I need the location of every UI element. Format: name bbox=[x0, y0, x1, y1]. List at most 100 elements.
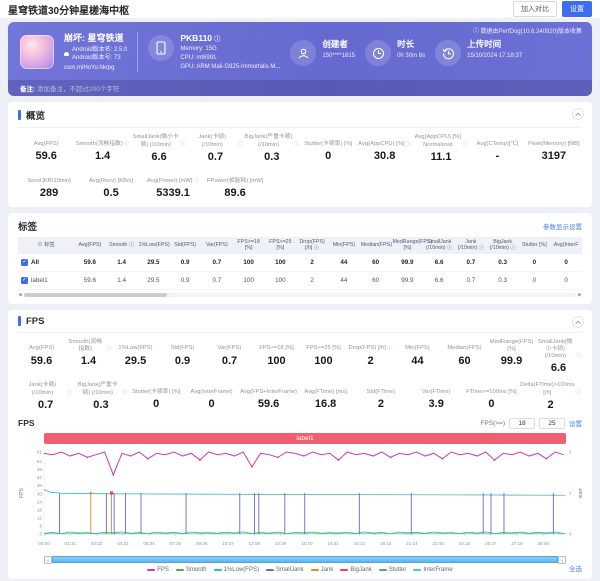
metric-value: 44 bbox=[411, 354, 424, 367]
table-settings-icon[interactable]: ⚙ bbox=[37, 241, 43, 248]
collect-version-note: ⓘ 数据由PerfDog(10.6.240920)版本收集 bbox=[472, 29, 582, 35]
table-cell: 0 bbox=[550, 253, 582, 272]
zoom-window[interactable] bbox=[52, 556, 558, 564]
metric-value: 5339.1 bbox=[156, 186, 190, 199]
section-accent-bar bbox=[18, 316, 21, 327]
metric-label: Avg(InterFrame) bbox=[190, 389, 233, 396]
table-cell: 0.9 bbox=[169, 253, 201, 272]
clock-icon bbox=[365, 40, 392, 67]
legend-label: InterFrame bbox=[423, 566, 453, 573]
info-icon[interactable]: ⓘ bbox=[575, 389, 582, 396]
duration-value: 0h 30m 8s bbox=[397, 53, 426, 60]
package-name: com.miHoYo.hkrpg bbox=[64, 65, 115, 72]
table-row[interactable]: ✓ All 59.6 1.4 29.5 0.9 0.7 100 100 2 44 60 99.9 6.6 0… bbox=[18, 253, 582, 272]
metric: Avg(InterFrame) 0 bbox=[184, 380, 239, 412]
scroll-left-arrow[interactable]: ◀ bbox=[18, 291, 22, 298]
metric-value: 11.1 bbox=[430, 150, 452, 163]
metric-label: Peak(Memory) [MB] bbox=[528, 141, 580, 148]
info-icon[interactable]: ⓘ bbox=[293, 142, 300, 149]
legend-select-all-link[interactable]: 全选 bbox=[569, 565, 582, 573]
chevron-up-icon bbox=[575, 113, 581, 119]
legend-item-1-low-fps-[interactable]: 1%Low(FPS) bbox=[213, 567, 259, 573]
device-info-icon[interactable]: ⓘ bbox=[214, 36, 221, 43]
info-icon[interactable]: ⓘ bbox=[122, 389, 128, 396]
tag-checkbox[interactable]: ✓ bbox=[21, 276, 28, 284]
tag-checkbox[interactable]: ✓ bbox=[21, 258, 28, 266]
svg-text:06:04: 06:04 bbox=[143, 541, 155, 546]
note-placeholder: 添加备注，不超过200个字符 bbox=[36, 86, 120, 94]
metric-value: 2 bbox=[547, 398, 554, 411]
overview-card: 概览 Avg(FPS) 59.6 Smooth(流畅指数) ⓘ 1.4 SmallJank… bbox=[8, 102, 592, 207]
legend-item-smalljank[interactable]: SmallJank bbox=[265, 567, 304, 573]
metric-label: Avg(FPS+InterFrame) bbox=[240, 389, 297, 396]
info-icon[interactable]: ⓘ bbox=[575, 353, 581, 360]
metric: Stutter(卡顿率) [%] 0 bbox=[129, 380, 184, 412]
svg-text:09:06: 09:06 bbox=[196, 541, 208, 546]
metric-label: BigJank(严重卡顿) (/10min) ⓘ bbox=[77, 382, 128, 396]
info-icon[interactable]: ⓘ bbox=[405, 141, 412, 148]
metric-value: 60 bbox=[458, 354, 471, 367]
divider bbox=[18, 127, 582, 129]
svg-text:18: 18 bbox=[37, 507, 43, 512]
metric-label: MedRange(FPS)[%] bbox=[489, 338, 534, 352]
scroll-right-arrow[interactable]: ▶ bbox=[578, 291, 582, 298]
metric-label: FTime>=100ms [%] bbox=[466, 389, 517, 396]
table-cell: 0.7 bbox=[455, 253, 487, 272]
fps-threshold-input-2[interactable] bbox=[539, 417, 565, 429]
zoom-handle-right[interactable]: ‖ bbox=[558, 555, 566, 564]
legend-item-jank[interactable]: Jank bbox=[310, 567, 333, 573]
legend-color-dash bbox=[213, 568, 222, 571]
collapse-button[interactable] bbox=[572, 108, 584, 121]
info-icon[interactable]: ⓘ bbox=[462, 142, 469, 149]
table-scrollbar: ◀ ▶ bbox=[18, 291, 582, 298]
info-icon[interactable]: ⓘ bbox=[237, 142, 243, 149]
info-icon[interactable]: ⓘ bbox=[123, 141, 130, 148]
svg-text:19:43: 19:43 bbox=[380, 541, 392, 546]
metric: Avg(FPS) 59.6 bbox=[18, 132, 74, 164]
svg-text:03:02: 03:02 bbox=[91, 541, 103, 546]
metric: Jank(卡顿) (/10min) ⓘ 0.7 bbox=[187, 132, 243, 164]
scroll-track[interactable] bbox=[23, 293, 577, 298]
add-compare-button[interactable]: 加入对比 bbox=[513, 1, 557, 17]
metric-value: 100 bbox=[314, 354, 333, 367]
svg-text:1: 1 bbox=[569, 490, 572, 495]
chart-settings-link[interactable]: 设置 bbox=[569, 421, 582, 429]
info-icon[interactable]: ⓘ bbox=[105, 346, 111, 353]
table-cell: 1.4 bbox=[105, 253, 138, 272]
legend-item-fps[interactable]: FPS bbox=[147, 567, 169, 573]
settings-button[interactable]: 设置 bbox=[562, 1, 592, 17]
history-clock-icon bbox=[435, 40, 462, 67]
table-cell: 44 bbox=[328, 271, 360, 290]
info-icon[interactable]: ⓘ bbox=[386, 345, 393, 352]
collapse-button[interactable] bbox=[572, 315, 584, 328]
metric: FTime>=100ms [%] 0 bbox=[464, 380, 519, 412]
metric: Std(FTime) 2 bbox=[353, 380, 408, 412]
table-column-header: Avg(FPS) bbox=[74, 236, 106, 254]
info-icon[interactable]: ⓘ bbox=[193, 178, 199, 185]
table-column-header: FPS>=18 [%] bbox=[232, 236, 265, 254]
zoom-handle-left[interactable]: ‖ bbox=[44, 555, 52, 564]
metric: Avg(AppCPU) [%] Normalized ⓘ 11.1 bbox=[413, 132, 469, 164]
metric-value: 30.8 bbox=[373, 150, 396, 163]
table-row[interactable]: ✓ label1 59.6 1.4 29.5 0.9 0.7 100 100 2 44 60 99.9 6… bbox=[18, 271, 582, 290]
metric: Smooth(流畅指数) ⓘ 1.4 bbox=[65, 337, 112, 377]
legend-color-dash bbox=[413, 568, 422, 571]
legend-item-interframe[interactable]: InterFrame bbox=[413, 566, 453, 573]
metric: SmallJank(微小卡顿) (/10min) ⓘ 6.6 bbox=[535, 337, 582, 377]
legend-item-smooth[interactable]: Smooth bbox=[175, 566, 207, 573]
note-bar[interactable]: 备注: 添加备注，不超过200个字符 bbox=[8, 80, 592, 97]
legend-item-bigjank[interactable]: BigJank bbox=[340, 567, 372, 573]
metric-value: 0.5 bbox=[103, 186, 119, 199]
metric: Send [KB/10min] 289 bbox=[18, 169, 80, 201]
info-icon[interactable]: ⓘ bbox=[66, 389, 73, 396]
info-icon[interactable]: ⓘ bbox=[180, 142, 187, 149]
fps-threshold-input-1[interactable] bbox=[509, 417, 535, 429]
scroll-thumb[interactable] bbox=[23, 293, 168, 298]
label-band[interactable]: label1 bbox=[44, 432, 566, 444]
legend-label: Smooth bbox=[185, 566, 207, 573]
metric-value: 0.3 bbox=[93, 398, 109, 411]
legend-item-stutter[interactable]: Stutter bbox=[378, 567, 406, 573]
metric-label: Avg(FTime) [ms] bbox=[304, 389, 347, 396]
param-display-settings-link[interactable]: 参数显示设置 bbox=[543, 223, 582, 231]
